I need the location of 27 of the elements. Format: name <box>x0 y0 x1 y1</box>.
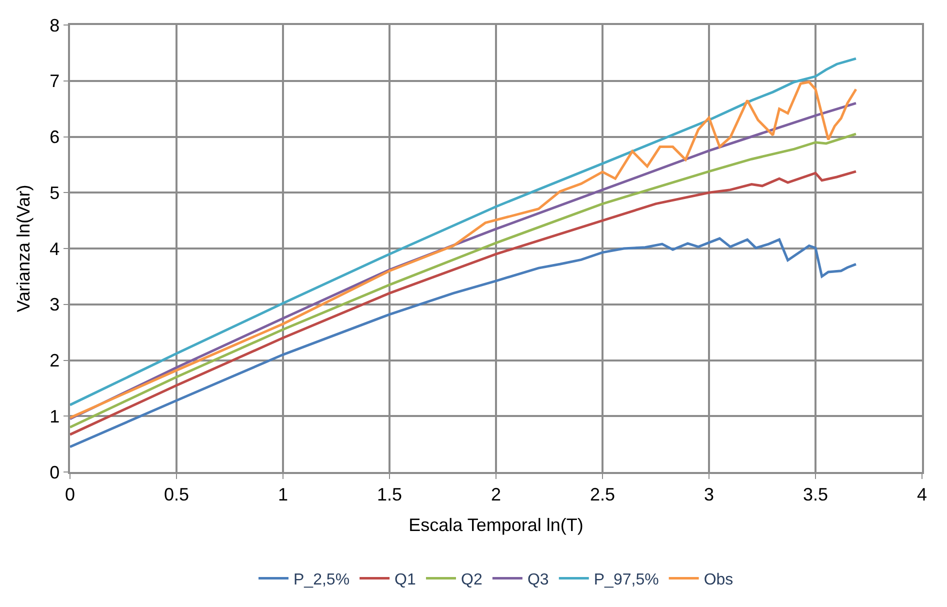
x-tick-label: 0 <box>64 484 76 504</box>
x-tick-label: 2.5 <box>590 484 616 504</box>
legend-label: P_2,5% <box>294 572 350 589</box>
y-tick-label: 8 <box>50 15 60 36</box>
legend-label: P_97,5% <box>594 572 659 589</box>
y-tick-label: 0 <box>50 462 60 482</box>
x-tick-label: 3.5 <box>802 484 828 504</box>
y-axis-title: Varianza ln(Var) <box>13 184 34 312</box>
legend-label: Q1 <box>394 572 416 589</box>
legend-label: Obs <box>704 572 734 589</box>
line-series <box>70 237 858 448</box>
legend-label: Q3 <box>527 572 549 589</box>
x-tick-label: 4 <box>916 484 928 504</box>
y-tick-label: 4 <box>50 238 60 259</box>
x-axis-title: Escala Temporal ln(T) <box>408 514 584 535</box>
x-tick-label: 2 <box>490 484 502 504</box>
y-tick-label: 7 <box>50 71 60 92</box>
y-tick-label: 1 <box>50 406 60 426</box>
x-tick-label: 3 <box>704 484 714 504</box>
y-tick-label: 6 <box>50 127 60 148</box>
legend-label: Q2 <box>460 572 482 589</box>
x-tick-label: 1 <box>278 484 288 504</box>
x-tick-label: 0.5 <box>164 484 190 504</box>
y-tick-label: 3 <box>50 294 60 315</box>
x-tick-label: 1.5 <box>376 484 402 504</box>
y-tick-label: 2 <box>50 350 60 371</box>
y-tick-label: 5 <box>50 182 60 203</box>
